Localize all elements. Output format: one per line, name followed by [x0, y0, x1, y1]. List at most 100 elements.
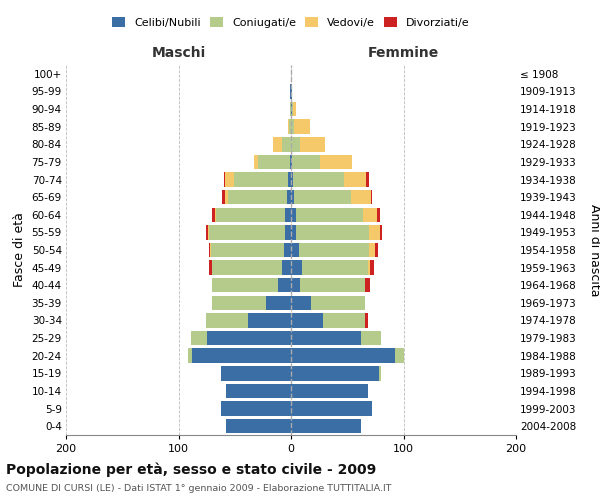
Bar: [223, 190, 224, 204]
Bar: [292, 102, 293, 117]
Bar: [228, 190, 287, 204]
Bar: [226, 419, 291, 434]
Bar: [291, 154, 292, 169]
Bar: [380, 225, 382, 240]
Bar: [344, 172, 367, 186]
Bar: [221, 366, 291, 380]
Bar: [395, 348, 404, 363]
Bar: [224, 190, 228, 204]
Bar: [293, 172, 344, 186]
Bar: [291, 102, 292, 117]
Bar: [212, 260, 282, 275]
Text: Popolazione per età, sesso e stato civile - 2009: Popolazione per età, sesso e stato civil…: [6, 462, 376, 477]
Bar: [286, 208, 291, 222]
Bar: [209, 225, 286, 240]
Bar: [290, 102, 291, 117]
Bar: [209, 243, 210, 257]
Bar: [212, 296, 266, 310]
Bar: [293, 102, 296, 117]
Bar: [215, 208, 286, 222]
Bar: [291, 137, 300, 152]
Bar: [187, 348, 192, 363]
Bar: [291, 172, 293, 186]
Bar: [291, 260, 302, 275]
Bar: [224, 172, 233, 186]
Bar: [296, 225, 368, 240]
Bar: [291, 84, 292, 98]
Bar: [300, 137, 325, 152]
Bar: [291, 120, 295, 134]
Bar: [290, 84, 291, 98]
Bar: [296, 208, 363, 222]
Bar: [379, 366, 381, 380]
Bar: [291, 243, 299, 257]
Bar: [290, 154, 291, 169]
Bar: [248, 314, 291, 328]
Bar: [299, 243, 368, 257]
Bar: [226, 384, 291, 398]
Bar: [259, 154, 290, 169]
Bar: [291, 366, 379, 380]
Bar: [292, 154, 320, 169]
Bar: [191, 331, 206, 345]
Bar: [291, 296, 311, 310]
Bar: [300, 278, 365, 292]
Bar: [208, 225, 209, 240]
Bar: [223, 172, 224, 186]
Bar: [212, 208, 215, 222]
Bar: [205, 314, 248, 328]
Bar: [287, 172, 291, 186]
Bar: [254, 154, 259, 169]
Bar: [266, 296, 291, 310]
Bar: [365, 278, 370, 292]
Bar: [205, 225, 208, 240]
Bar: [367, 172, 368, 186]
Bar: [302, 260, 367, 275]
Bar: [291, 331, 361, 345]
Bar: [295, 120, 310, 134]
Bar: [206, 331, 291, 345]
Bar: [350, 190, 371, 204]
Bar: [286, 225, 291, 240]
Bar: [363, 208, 377, 222]
Bar: [295, 190, 350, 204]
Text: COMUNE DI CURSI (LE) - Dati ISTAT 1° gennaio 2009 - Elaborazione TUTTITALIA.IT: COMUNE DI CURSI (LE) - Dati ISTAT 1° gen…: [6, 484, 392, 493]
Bar: [291, 190, 295, 204]
Bar: [365, 314, 367, 328]
Y-axis label: Fasce di età: Fasce di età: [13, 212, 26, 288]
Text: Femmine: Femmine: [368, 46, 439, 60]
Bar: [371, 190, 372, 204]
Bar: [221, 402, 291, 416]
Bar: [291, 402, 372, 416]
Bar: [282, 260, 291, 275]
Bar: [291, 419, 361, 434]
Text: Maschi: Maschi: [151, 46, 206, 60]
Bar: [289, 120, 291, 134]
Bar: [291, 208, 296, 222]
Bar: [233, 172, 287, 186]
Y-axis label: Anni di nascita: Anni di nascita: [588, 204, 600, 296]
Bar: [209, 260, 212, 275]
Bar: [212, 278, 277, 292]
Bar: [210, 243, 211, 257]
Bar: [320, 154, 352, 169]
Bar: [323, 314, 365, 328]
Bar: [284, 243, 291, 257]
Bar: [361, 331, 381, 345]
Bar: [211, 243, 284, 257]
Bar: [376, 243, 377, 257]
Bar: [291, 348, 395, 363]
Bar: [367, 260, 370, 275]
Bar: [291, 384, 367, 398]
Legend: Celibi/Nubili, Coniugati/e, Vedovi/e, Divorziati/e: Celibi/Nubili, Coniugati/e, Vedovi/e, Di…: [110, 15, 472, 30]
Bar: [291, 314, 323, 328]
Bar: [291, 225, 296, 240]
Bar: [287, 120, 289, 134]
Bar: [370, 260, 374, 275]
Bar: [192, 348, 291, 363]
Bar: [277, 278, 291, 292]
Bar: [291, 278, 300, 292]
Bar: [377, 208, 380, 222]
Bar: [273, 137, 282, 152]
Bar: [282, 137, 291, 152]
